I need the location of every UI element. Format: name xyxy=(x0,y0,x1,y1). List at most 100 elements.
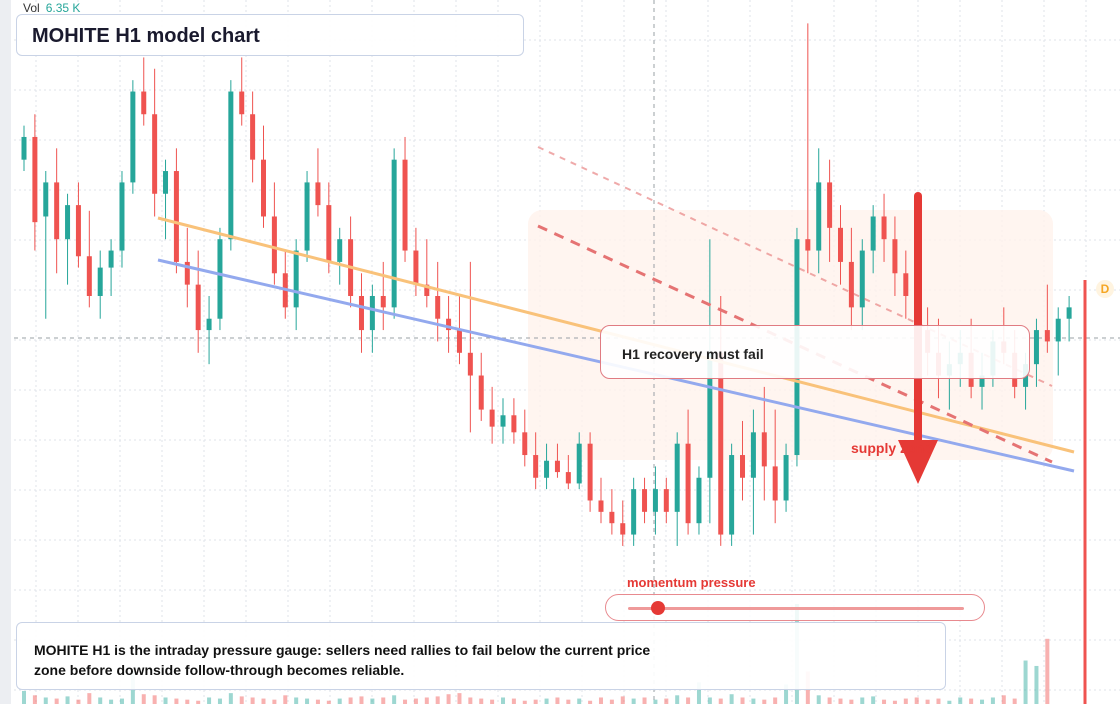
volume-bar xyxy=(544,698,549,704)
candle-body xyxy=(195,284,201,331)
momentum-label: momentum pressure xyxy=(627,575,756,590)
candle-body xyxy=(217,239,223,319)
volume-bar xyxy=(348,697,353,704)
volume-bar xyxy=(598,697,603,704)
volume-bar xyxy=(577,698,582,704)
candle-body xyxy=(402,159,408,251)
volume-bar xyxy=(152,695,157,704)
volume-bar xyxy=(185,699,190,704)
volume-bar xyxy=(457,693,462,704)
candle-body xyxy=(184,261,190,285)
volume-bar xyxy=(501,697,506,704)
candle-body xyxy=(250,114,256,160)
volume-value: 6.35 K xyxy=(45,1,81,15)
price-scale-strip xyxy=(0,0,11,704)
volume-bar xyxy=(762,699,767,704)
volume-bar xyxy=(827,697,832,704)
momentum-gauge xyxy=(605,594,985,621)
volume-label: Vol xyxy=(23,1,40,15)
volume-bar xyxy=(631,698,636,704)
volume-bar xyxy=(729,694,734,704)
candle-body xyxy=(674,443,680,512)
candle-body xyxy=(413,250,419,285)
candle-body xyxy=(631,489,637,535)
volume-bar xyxy=(969,698,974,704)
candle-body xyxy=(522,432,528,456)
candle-body xyxy=(848,261,854,308)
candle-body xyxy=(620,523,626,535)
candle-body xyxy=(707,352,713,478)
volume-bar xyxy=(653,699,658,704)
volume-bar xyxy=(642,697,647,704)
volume-bar xyxy=(305,698,310,704)
candle-body xyxy=(870,216,876,251)
candle-body xyxy=(65,205,71,240)
volume-bar xyxy=(871,696,876,704)
volume-bar xyxy=(54,698,59,704)
volume-readout: Vol 6.35 K xyxy=(23,1,80,15)
candle-body xyxy=(43,182,49,217)
volume-bar xyxy=(914,697,919,704)
candle-body xyxy=(173,171,179,262)
volume-bar xyxy=(947,700,952,704)
candle-body xyxy=(261,159,267,217)
candle-body xyxy=(206,318,212,331)
volume-bar xyxy=(261,698,266,704)
candle-body xyxy=(86,256,92,296)
candle-body xyxy=(783,455,789,501)
volume-bar xyxy=(98,697,103,704)
volume-bar xyxy=(588,700,593,704)
volume-bar xyxy=(903,698,908,704)
volume-bar xyxy=(413,698,418,704)
candle-body xyxy=(141,91,147,115)
candle-body xyxy=(761,432,767,467)
volume-bar xyxy=(109,699,114,704)
volume-bar xyxy=(849,699,854,704)
gauge-knob xyxy=(650,601,665,615)
candle-body xyxy=(478,375,484,410)
candle-body xyxy=(446,318,452,331)
candle-body xyxy=(652,489,658,512)
volume-bar xyxy=(1023,660,1028,704)
volume-bar xyxy=(664,698,669,704)
volume-bar xyxy=(119,698,124,704)
volume-bar xyxy=(1045,638,1050,704)
channel-line-lower xyxy=(537,224,1053,464)
volume-bar xyxy=(892,700,897,704)
volume-bar xyxy=(22,690,26,704)
volume-bar xyxy=(174,698,179,704)
volume-bar xyxy=(207,697,212,704)
volume-bar xyxy=(620,696,625,704)
volume-bar xyxy=(87,693,92,704)
dividend-badge[interactable]: D xyxy=(1096,280,1114,298)
candle-body xyxy=(239,91,245,115)
candle-body xyxy=(750,432,756,478)
volume-bar xyxy=(163,697,168,704)
candle-body xyxy=(859,250,865,308)
candle-body xyxy=(1044,330,1050,342)
candle-body xyxy=(740,455,746,478)
volume-bar xyxy=(141,694,146,704)
candle-body xyxy=(533,455,539,478)
volume-bar xyxy=(1012,698,1017,704)
volume-bar xyxy=(566,699,571,704)
candle-body xyxy=(881,216,887,240)
volume-bar xyxy=(740,697,745,704)
volume-bar xyxy=(370,698,375,704)
candle-body xyxy=(1033,330,1039,365)
candle-body xyxy=(435,296,441,319)
candle-body xyxy=(718,352,724,535)
volume-bar xyxy=(337,698,342,704)
callout-text: H1 recovery must fail xyxy=(622,346,764,362)
volume-bar xyxy=(283,695,288,704)
volume-bar xyxy=(980,699,985,704)
candle-body xyxy=(576,443,582,484)
volume-bar xyxy=(696,682,701,704)
volume-bar xyxy=(315,699,320,704)
candle-body xyxy=(489,409,495,427)
candle-body xyxy=(979,375,985,387)
volume-bar xyxy=(239,696,244,704)
candle-body xyxy=(1066,307,1072,319)
candle-body xyxy=(598,500,604,512)
volume-bar xyxy=(424,697,429,704)
